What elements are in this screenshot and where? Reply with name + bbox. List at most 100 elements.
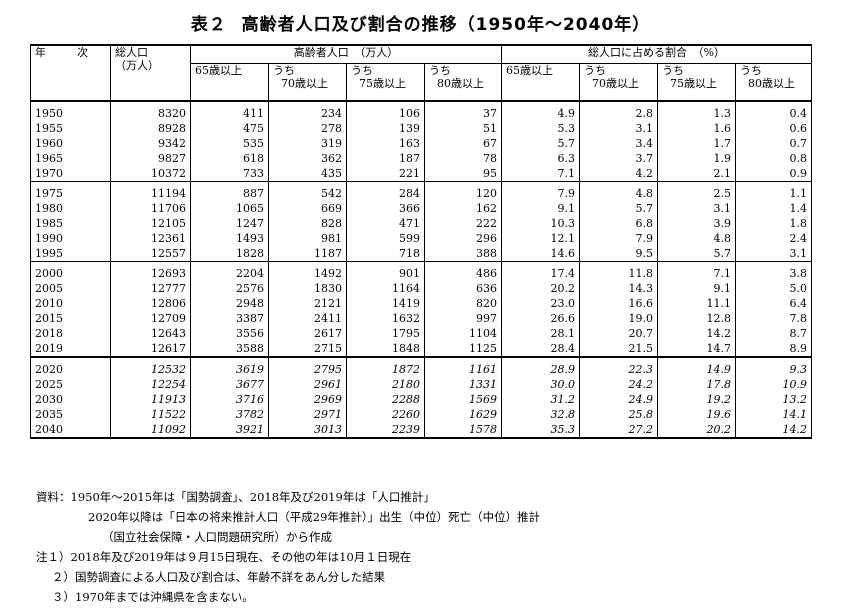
value-cell: 4.9 — [501, 106, 580, 121]
value-cell: 2.8 — [579, 106, 658, 121]
value-cell: 411 — [190, 106, 269, 121]
value-cell: 12777 — [110, 281, 191, 296]
value-cell: 12105 — [110, 216, 191, 231]
value-cell: 30.0 — [501, 377, 580, 392]
value-cell: 7.8 — [734, 311, 813, 326]
value-cell: 10.9 — [734, 377, 813, 392]
value-cell: 2948 — [190, 296, 269, 311]
value-cell: 10.3 — [501, 216, 580, 231]
value-cell: 2288 — [346, 392, 425, 407]
value-cell: 5.7 — [657, 246, 736, 262]
value-cell: 2969 — [268, 392, 347, 407]
value-cell: 11.1 — [657, 296, 736, 311]
value-cell: 12709 — [110, 311, 191, 326]
value-cell: 542 — [268, 186, 347, 201]
sub-header-ratio-1: うち 70歳以上 — [579, 63, 658, 102]
value-cell: 1187 — [268, 246, 347, 262]
value-cell: 3.1 — [579, 121, 658, 136]
value-cell: 9827 — [110, 151, 191, 166]
sub-header-line: うち — [351, 64, 373, 77]
value-cell: 1164 — [346, 281, 425, 296]
table-row: 2040 11092 3921 3013 2239 1578 35.3 27.2 20.2 14.… — [30, 422, 813, 439]
value-cell: 12361 — [110, 231, 191, 246]
table-row: 2030 11913 3716 2969 2288 1569 31.2 24.9 19.2 13.… — [30, 392, 813, 407]
value-cell: 0.6 — [734, 121, 813, 136]
value-cell: 2.1 — [657, 166, 736, 182]
value-cell: 16.6 — [579, 296, 658, 311]
value-cell: 6.8 — [579, 216, 658, 231]
value-cell: 12.1 — [501, 231, 580, 246]
note-source-institute: （国立社会保障・人口問題研究所）から作成 — [102, 530, 332, 544]
value-cell: 3556 — [190, 326, 269, 341]
value-cell: 20.7 — [579, 326, 658, 341]
value-cell: 0.9 — [734, 166, 813, 182]
sub-header-pop-3: うち 80歳以上 — [424, 63, 502, 102]
value-cell: 9.1 — [657, 281, 736, 296]
value-cell: 3.1 — [657, 201, 736, 216]
value-cell: 1629 — [424, 407, 502, 422]
value-cell: 3013 — [268, 422, 347, 439]
year-cell: 2018 — [30, 326, 111, 341]
year-cell: 1990 — [30, 231, 111, 246]
value-cell: 2961 — [268, 377, 347, 392]
value-cell: 14.2 — [734, 422, 813, 439]
value-cell: 22.3 — [579, 362, 658, 377]
value-cell: 14.6 — [501, 246, 580, 262]
value-cell: 25.8 — [579, 407, 658, 422]
value-cell: 3387 — [190, 311, 269, 326]
year-cell: 1975 — [30, 186, 111, 201]
table-row: 1965 9827 618 362 187 78 6.3 3.7 1.9 0.8 — [30, 151, 813, 166]
value-cell: 0.8 — [734, 151, 813, 166]
value-cell: 7.9 — [501, 186, 580, 201]
value-cell: 8928 — [110, 121, 191, 136]
value-cell: 23.0 — [501, 296, 580, 311]
value-cell: 26.6 — [501, 311, 580, 326]
value-cell: 12.8 — [657, 311, 736, 326]
value-cell: 9.5 — [579, 246, 658, 262]
value-cell: 1331 — [424, 377, 502, 392]
total-pop-header: 総人口 （万人） — [110, 44, 191, 102]
year-cell: 2015 — [30, 311, 111, 326]
value-cell: 120 — [424, 186, 502, 201]
value-cell: 9342 — [110, 136, 191, 151]
value-cell: 13.2 — [734, 392, 813, 407]
value-cell: 163 — [346, 136, 425, 151]
value-cell: 234 — [268, 106, 347, 121]
value-cell: 362 — [268, 151, 347, 166]
year-cell: 1980 — [30, 201, 111, 216]
value-cell: 7.9 — [579, 231, 658, 246]
value-cell: 1104 — [424, 326, 502, 341]
year-cell: 1960 — [30, 136, 111, 151]
sub-header-line: うち — [273, 64, 295, 77]
value-cell: 3677 — [190, 377, 269, 392]
table-row: 1990 12361 1493 981 599 296 12.1 7.9 4.8 2.4 — [30, 231, 813, 246]
value-cell: 435 — [268, 166, 347, 182]
table-row: 1995 12557 1828 1187 718 388 14.6 9.5 5.7 3.1 — [30, 246, 813, 262]
value-cell: 14.3 — [579, 281, 658, 296]
sub-header-line: うち — [584, 64, 606, 77]
value-cell: 1419 — [346, 296, 425, 311]
year-cell: 1970 — [30, 166, 111, 182]
value-cell: 284 — [346, 186, 425, 201]
value-cell: 3.8 — [734, 266, 813, 281]
year-cell: 2040 — [30, 422, 111, 439]
value-cell: 997 — [424, 311, 502, 326]
value-cell: 3.4 — [579, 136, 658, 151]
value-cell: 636 — [424, 281, 502, 296]
table-body: 1950 8320 411 234 106 37 4.9 2.8 1.3 0.4 1955 8928 4… — [30, 101, 813, 439]
table-row: 2035 11522 3782 2971 2260 1629 32.8 25.8 19.6 14.… — [30, 407, 813, 422]
value-cell: 2971 — [268, 407, 347, 422]
table-row: 2000 12693 2204 1492 901 486 17.4 11.8 7.1 3.8 — [30, 266, 813, 281]
value-cell: 221 — [346, 166, 425, 182]
value-cell: 3.9 — [657, 216, 736, 231]
value-cell: 17.8 — [657, 377, 736, 392]
value-cell: 10372 — [110, 166, 191, 182]
value-cell: 14.7 — [657, 341, 736, 358]
value-cell: 3921 — [190, 422, 269, 439]
year-cell: 1995 — [30, 246, 111, 262]
value-cell: 618 — [190, 151, 269, 166]
value-cell: 599 — [346, 231, 425, 246]
value-cell: 51 — [424, 121, 502, 136]
value-cell: 11.8 — [579, 266, 658, 281]
